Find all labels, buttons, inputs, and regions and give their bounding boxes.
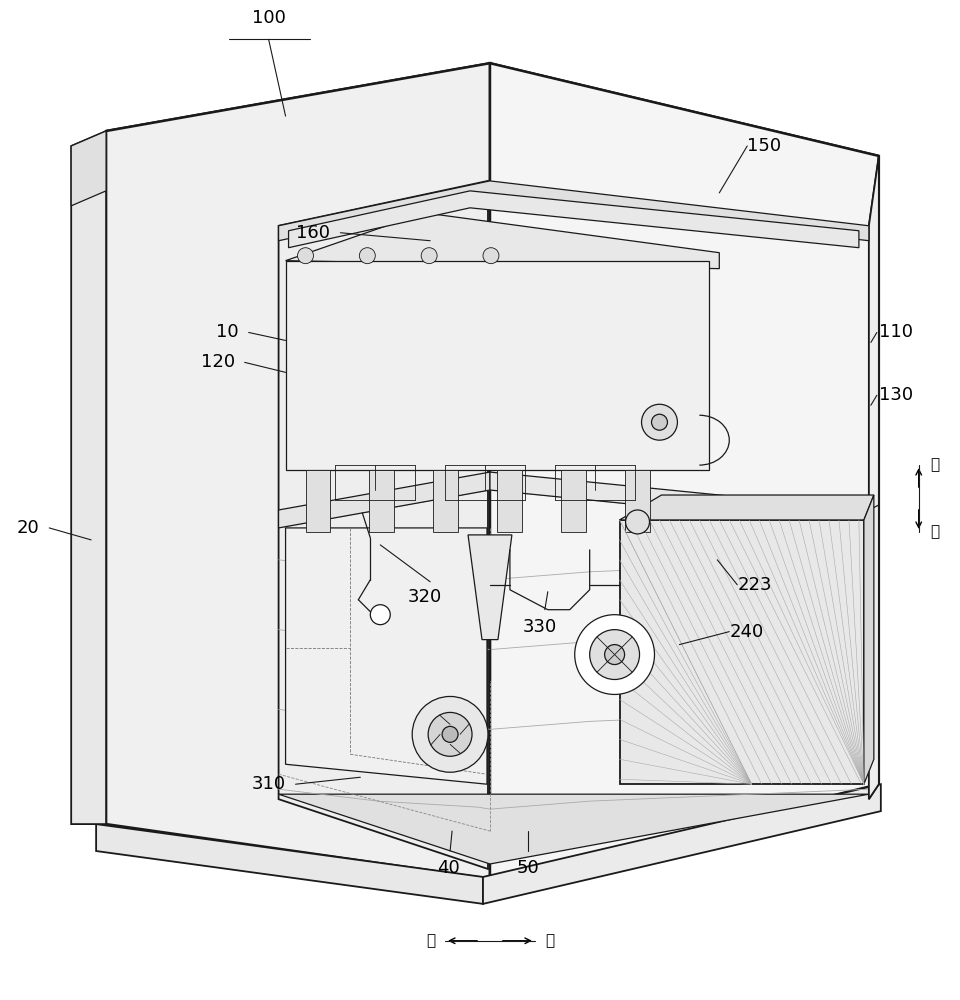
Circle shape [371, 605, 391, 625]
Polygon shape [278, 181, 869, 241]
Polygon shape [562, 470, 587, 532]
Text: 120: 120 [201, 353, 234, 371]
Text: 110: 110 [878, 323, 913, 341]
Polygon shape [107, 63, 490, 879]
Text: 上: 上 [930, 458, 940, 473]
Circle shape [605, 645, 625, 665]
Circle shape [298, 248, 314, 264]
Polygon shape [619, 520, 864, 784]
Text: 10: 10 [216, 323, 239, 341]
Polygon shape [107, 63, 878, 226]
Circle shape [589, 630, 639, 680]
Polygon shape [490, 472, 869, 528]
Text: 100: 100 [252, 9, 285, 27]
Text: 20: 20 [16, 519, 39, 537]
Circle shape [626, 510, 650, 534]
Circle shape [483, 248, 499, 264]
Circle shape [652, 414, 667, 430]
Text: 右: 右 [545, 933, 554, 948]
Text: 320: 320 [408, 588, 443, 606]
Polygon shape [71, 131, 107, 824]
Polygon shape [289, 191, 859, 248]
Text: 下: 下 [930, 524, 940, 539]
Polygon shape [285, 261, 709, 470]
Circle shape [443, 726, 458, 742]
Text: 160: 160 [297, 224, 330, 242]
Text: 50: 50 [516, 859, 540, 877]
Circle shape [428, 712, 472, 756]
Polygon shape [869, 156, 878, 799]
Circle shape [421, 248, 437, 264]
Text: 130: 130 [878, 386, 913, 404]
Text: 150: 150 [747, 137, 781, 155]
Text: 310: 310 [252, 775, 285, 793]
Text: 223: 223 [737, 576, 772, 594]
Polygon shape [278, 472, 490, 528]
Text: 40: 40 [437, 859, 460, 877]
Polygon shape [285, 213, 719, 269]
Polygon shape [869, 156, 878, 799]
Circle shape [641, 404, 678, 440]
Polygon shape [96, 824, 483, 904]
Text: 330: 330 [522, 618, 557, 636]
Text: 240: 240 [730, 623, 763, 641]
Text: 左: 左 [426, 933, 435, 948]
Polygon shape [285, 528, 487, 784]
Polygon shape [625, 470, 650, 532]
Polygon shape [305, 470, 330, 532]
Polygon shape [278, 181, 488, 869]
Polygon shape [468, 535, 512, 640]
Polygon shape [370, 470, 395, 532]
Polygon shape [490, 63, 878, 879]
Polygon shape [483, 784, 881, 904]
Polygon shape [278, 794, 869, 864]
Circle shape [412, 696, 488, 772]
Polygon shape [864, 495, 874, 784]
Polygon shape [434, 470, 458, 532]
Polygon shape [619, 495, 874, 520]
Polygon shape [71, 131, 107, 206]
Polygon shape [497, 470, 522, 532]
Circle shape [359, 248, 375, 264]
Circle shape [575, 615, 655, 694]
